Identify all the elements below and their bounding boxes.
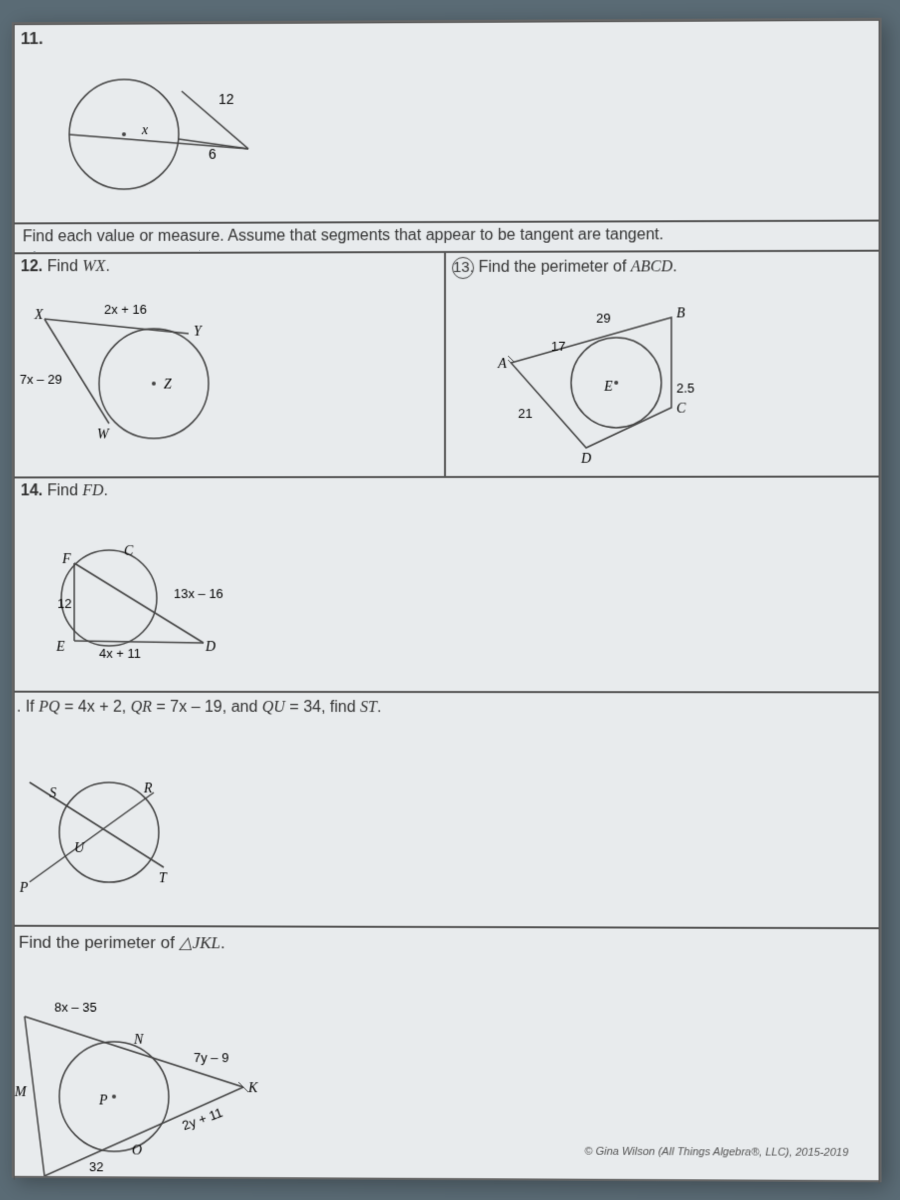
svg-text:8x – 35: 8x – 35	[54, 1000, 96, 1015]
svg-text:6: 6	[209, 146, 217, 162]
svg-text:Y: Y	[194, 325, 204, 340]
jkl-header: Find the perimeter of △JKL.	[19, 933, 226, 954]
svg-text:P: P	[19, 881, 29, 896]
svg-text:12: 12	[57, 596, 71, 611]
svg-text:17: 17	[551, 339, 565, 354]
svg-text:O: O	[132, 1143, 142, 1158]
svg-text:A: A	[497, 357, 507, 372]
copyright-footer: © Gina Wilson (All Things Algebra®, LLC)…	[584, 1146, 848, 1159]
svg-text:x: x	[141, 123, 149, 138]
svg-text:B: B	[676, 306, 685, 321]
svg-text:32: 32	[89, 1159, 103, 1174]
svg-text:U: U	[74, 841, 85, 856]
cell-13: 13. Find the perimeter of ABCD. E A B C …	[445, 251, 880, 477]
instruction-text: Find each value or measure. Assume that …	[23, 226, 664, 245]
svg-text:F: F	[61, 552, 71, 567]
svg-text:N: N	[133, 1033, 144, 1048]
svg-text:K: K	[247, 1081, 258, 1096]
svg-text:E: E	[603, 380, 613, 395]
svg-text:12: 12	[218, 91, 234, 107]
svg-text:W: W	[97, 427, 110, 442]
svg-text:S: S	[49, 786, 56, 801]
fig-14: C F E D 12 13x – 16 4x + 11	[25, 513, 284, 683]
svg-text:D: D	[580, 452, 591, 467]
cell-pq: . If PQ = 4x + 2, QR = 7x – 19, and QU =…	[14, 692, 880, 929]
instruction-row: Find each value or measure. Assume that …	[14, 221, 880, 254]
svg-text:2y + 11: 2y + 11	[180, 1105, 224, 1133]
svg-text:7y – 9: 7y – 9	[194, 1050, 229, 1065]
svg-text:21: 21	[518, 406, 532, 421]
p13-header: 13. Find the perimeter of ABCD.	[452, 256, 677, 279]
svg-text:4x + 11: 4x + 11	[99, 646, 141, 661]
worksheet-page: 11. x 12 6 Find each value or measure. A…	[12, 18, 882, 1182]
svg-text:C: C	[124, 544, 134, 559]
fig-13: E A B C D 29 17 21 2.5	[456, 282, 757, 473]
fig-11: x 12 6	[35, 44, 294, 205]
p14-header: 14. Find FD.	[21, 482, 108, 500]
svg-text:13x – 16: 13x – 16	[174, 586, 224, 601]
cell-14: 14. Find FD. C F E D 12 13x – 16 4x + 11	[14, 477, 880, 693]
cell-jkl: Find the perimeter of △JKL. P M N O K L …	[14, 926, 880, 1184]
svg-text:D: D	[205, 640, 216, 655]
svg-text:2.5: 2.5	[676, 380, 694, 395]
cell-12: 12. Find WX. Z X Y W 2x + 16 7x – 29	[14, 252, 445, 477]
svg-text:Z: Z	[164, 378, 172, 393]
svg-text:P: P	[98, 1093, 108, 1108]
p12-header: 12. Find WX.	[21, 258, 110, 276]
pq-header: . If PQ = 4x + 2, QR = 7x – 19, and QU =…	[17, 699, 382, 717]
fig-pq: S R U T P	[15, 742, 234, 912]
fig-jkl: P M N O K L 8x – 35 7y – 9 2y + 11 32	[15, 967, 313, 1178]
cell-11: 11. x 12 6	[14, 20, 880, 224]
svg-text:E: E	[55, 640, 65, 655]
svg-text:T: T	[159, 871, 168, 886]
svg-text:C: C	[676, 402, 686, 417]
svg-text:R: R	[143, 781, 153, 796]
svg-text:29: 29	[596, 311, 611, 326]
svg-text:X: X	[34, 308, 44, 323]
svg-text:7x – 29: 7x – 29	[20, 372, 62, 387]
circled-13: 13.	[452, 257, 474, 279]
fig-12: Z X Y W 2x + 16 7x – 29	[20, 283, 279, 463]
svg-text:M: M	[15, 1085, 28, 1100]
svg-text:2x + 16: 2x + 16	[104, 302, 147, 317]
